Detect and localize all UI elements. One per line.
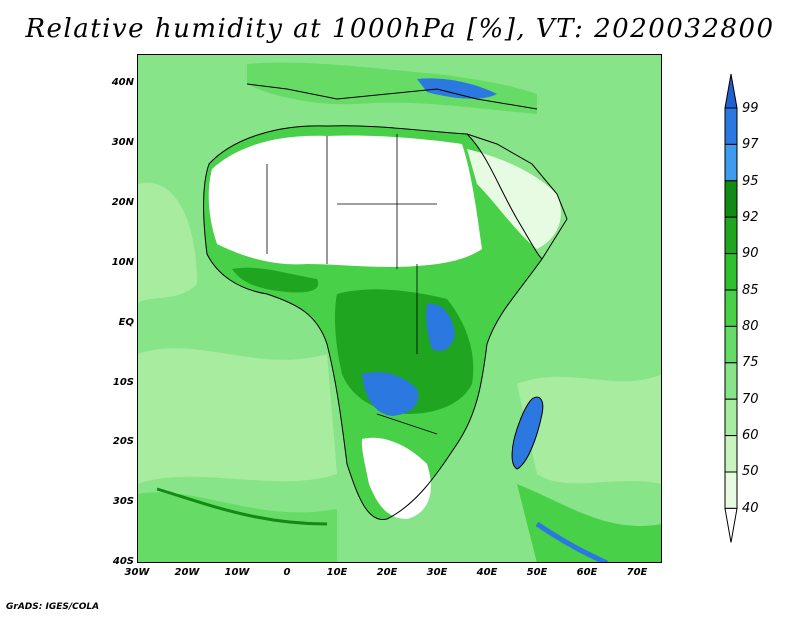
saturated-band (535, 521, 609, 563)
mediterranean-zone (247, 62, 537, 114)
colorbar-label: 40 (742, 501, 759, 516)
colorbar-label: 97 (742, 137, 759, 152)
lat-tick-label: 40S (112, 556, 134, 567)
lon-tick-label: 40E (476, 567, 498, 578)
lat-tick-label: EQ (118, 317, 134, 328)
moist-band (156, 487, 328, 526)
colorbar-label: 50 (742, 464, 759, 479)
arabia-dry-zone (467, 149, 561, 249)
lon-tick-label: 70E (626, 567, 648, 578)
africa-coastline (203, 125, 543, 520)
europe-coastline (246, 83, 538, 110)
map-title: Relative humidity at 1000hPa [%], VT: 20… (25, 14, 775, 44)
colorbar-label: 80 (742, 319, 759, 334)
country-borders (266, 134, 438, 435)
arabia-coastline (466, 133, 568, 260)
colorbar-label: 95 (742, 174, 759, 189)
saturated-zone (426, 303, 455, 351)
colorbar-label: 92 (742, 210, 759, 225)
lat-tick-label: 40N (111, 77, 134, 88)
colorbar-segment (724, 216, 738, 255)
lon-tick-label: 0 (283, 567, 291, 578)
ocean-moist-patch (517, 484, 662, 563)
colorbar-segment (724, 325, 738, 364)
colorbar-label: 90 (742, 246, 759, 261)
ocean-dry-patch (137, 348, 337, 484)
map-border (137, 54, 662, 563)
colorbar-segment (724, 471, 738, 509)
saturated-zone (362, 372, 419, 416)
ocean-dry-patch (517, 374, 662, 484)
humidity-map (137, 54, 662, 563)
ocean-moist-patch (137, 492, 337, 563)
colorbar-segment (724, 362, 738, 400)
colorbar-segment (724, 180, 738, 218)
saturated-zone (417, 78, 497, 99)
colorbar-label: 99 (742, 101, 759, 116)
ocean-dry-patch (137, 182, 197, 304)
lon-tick-label: 30E (426, 567, 448, 578)
colorbar-segment (724, 143, 738, 182)
lon-tick-label: 10E (326, 567, 348, 578)
lon-tick-label: 20W (174, 567, 200, 578)
lat-tick-label: 10S (112, 377, 134, 388)
colorbar-segment (724, 107, 738, 145)
lon-tick-label: 10W (224, 567, 250, 578)
colorbar (724, 73, 738, 543)
lat-tick-label: 20S (112, 436, 134, 447)
lat-tick-label: 10N (111, 257, 134, 268)
lat-tick-label: 30S (112, 496, 134, 507)
colorbar-top-arrow (724, 73, 738, 109)
lon-tick-label: 30W (124, 567, 150, 578)
sahara-dry-zone (208, 135, 482, 267)
lon-tick-label: 60E (576, 567, 598, 578)
lon-tick-label: 20E (376, 567, 398, 578)
lat-tick-label: 20N (111, 197, 134, 208)
colorbar-label: 75 (742, 355, 759, 370)
colorbar-segment (724, 398, 738, 437)
kalahari-dry-zone (361, 437, 431, 519)
colorbar-label: 70 (742, 392, 759, 407)
madagascar-coastline (511, 396, 544, 470)
colorbar-bottom-arrow (724, 507, 738, 543)
credit-text: GrADS: IGES/COLA (6, 602, 100, 612)
lat-tick-label: 30N (111, 137, 134, 148)
colorbar-label: 85 (742, 283, 759, 298)
colorbar-segment (724, 253, 738, 291)
west-africa-moist-band (232, 267, 319, 293)
colorbar-segment (724, 435, 738, 473)
colorbar-segment (724, 289, 738, 327)
madagascar (512, 397, 543, 469)
map-panel (137, 54, 662, 563)
lon-tick-label: 50E (526, 567, 548, 578)
colorbar-label: 60 (742, 428, 759, 443)
